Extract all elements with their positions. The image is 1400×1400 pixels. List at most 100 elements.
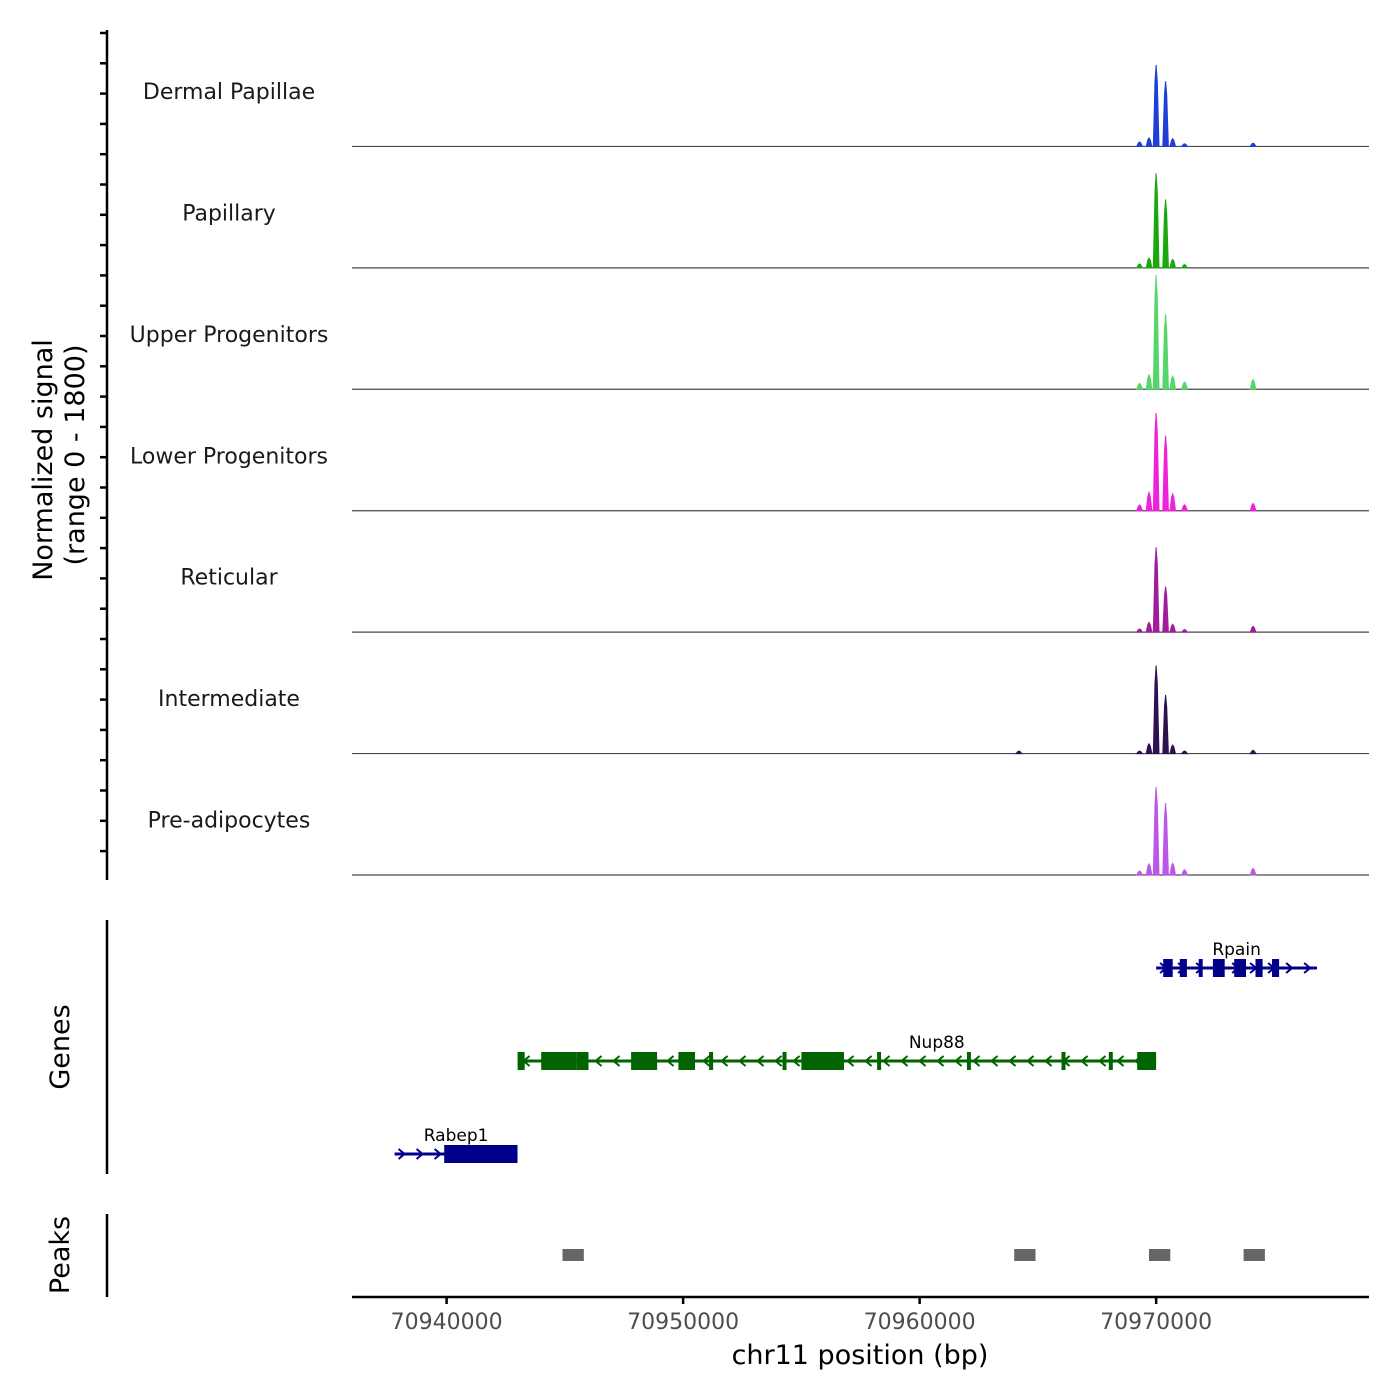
- coverage-peak: [1249, 867, 1257, 876]
- strand-arrow: [1079, 1055, 1089, 1067]
- x-axis-title: chr11 position (bp): [732, 1340, 989, 1371]
- coverage-peak: [1135, 750, 1144, 755]
- strand-arrow: [935, 1055, 945, 1067]
- coverage-peak: [1145, 373, 1153, 390]
- coverage-peak: [1169, 744, 1177, 755]
- gene: Rpain: [1156, 940, 1317, 977]
- coverage-track: Papillary: [182, 173, 1369, 269]
- gene-exon: [782, 1052, 787, 1070]
- gene: Rabep1: [394, 1126, 518, 1163]
- x-axis-ticks: 70940000 70950000 70960000 70970000: [391, 1297, 1212, 1335]
- gene-exon: [1272, 959, 1280, 977]
- signal-axis-title-line1: Normalized signal: [28, 339, 59, 581]
- strand-arrow: [1285, 962, 1294, 974]
- peak-region: [1149, 1249, 1171, 1261]
- signal-axis-ticks: [100, 31, 107, 853]
- gene-exon: [1137, 1052, 1157, 1070]
- strand-arrow: [719, 1055, 729, 1067]
- coverage-peak: [1162, 586, 1169, 633]
- coverage-peak: [1162, 314, 1169, 390]
- track-label: Lower Progenitors: [130, 444, 328, 469]
- strand-arrow: [917, 1055, 927, 1067]
- coverage-peak: [1015, 750, 1023, 755]
- strand-arrow: [397, 1148, 407, 1160]
- x-tick-label: 70950000: [627, 1310, 739, 1335]
- coverage-peak: [1249, 142, 1257, 147]
- gene-exon: [541, 1052, 577, 1070]
- track-label: Pre-adipocytes: [148, 809, 311, 834]
- gene-exon: [1179, 959, 1187, 977]
- gene-exon: [709, 1052, 714, 1070]
- gene-label: Rpain: [1212, 940, 1261, 960]
- x-tick-label: 70960000: [864, 1310, 976, 1335]
- coverage-peak: [1162, 803, 1169, 876]
- strand-arrow: [791, 1055, 801, 1067]
- track-label: Upper Progenitors: [130, 323, 329, 348]
- gene-exon: [877, 1052, 882, 1070]
- strand-arrow: [1303, 962, 1312, 974]
- coverage-peak: [1145, 862, 1153, 876]
- strand-arrow: [989, 1055, 999, 1067]
- strand-arrow: [755, 1055, 765, 1067]
- coverage-peak: [1152, 786, 1160, 876]
- gene-exon: [801, 1052, 844, 1070]
- coverage-peak: [1169, 492, 1177, 512]
- coverage-track: Dermal Papillae: [143, 64, 1369, 148]
- strand-arrow: [701, 1055, 711, 1067]
- coverage-peak: [1249, 749, 1257, 755]
- strand-arrow: [433, 1148, 443, 1160]
- coverage-peak: [1152, 665, 1160, 755]
- coverage-peak: [1180, 504, 1189, 512]
- x-tick-label: 70940000: [391, 1310, 503, 1335]
- coverage-peak: [1135, 504, 1144, 512]
- gene-exon: [966, 1052, 971, 1070]
- peak-region: [562, 1249, 584, 1261]
- strand-arrow: [1025, 1055, 1035, 1067]
- coverage-peak: [1169, 137, 1177, 147]
- track-label: Intermediate: [158, 687, 300, 712]
- coverage-peak: [1145, 257, 1153, 269]
- strand-arrow: [953, 1055, 963, 1067]
- gene-exon: [1255, 959, 1263, 977]
- coverage-track: Pre-adipocytes: [148, 786, 1369, 876]
- coverage-track: Upper Progenitors: [130, 275, 1369, 390]
- coverage-peak: [1180, 750, 1189, 755]
- coverage-peak: [1180, 628, 1189, 633]
- gene-exon: [1212, 959, 1225, 977]
- peak-track: [562, 1249, 1265, 1261]
- strand-arrow: [863, 1055, 873, 1067]
- strand-arrow: [845, 1055, 855, 1067]
- peak-region: [1014, 1249, 1036, 1261]
- coverage-peak: [1135, 870, 1144, 876]
- strand-arrow: [1097, 1055, 1107, 1067]
- coverage-peak: [1162, 435, 1169, 512]
- x-tick-label: 70970000: [1100, 1310, 1212, 1335]
- coverage-track: Lower Progenitors: [130, 412, 1369, 512]
- strand-arrow: [737, 1055, 747, 1067]
- coverage-peak: [1145, 621, 1153, 633]
- signal-axis-title-line2: (range 0 - 1800): [60, 345, 91, 566]
- gene-exon: [1108, 1052, 1113, 1070]
- strand-arrow: [1007, 1055, 1017, 1067]
- coverage-track: Intermediate: [158, 665, 1369, 755]
- strand-arrow: [1043, 1055, 1053, 1067]
- coverage-peak: [1169, 862, 1177, 876]
- coverage-peak: [1135, 382, 1144, 390]
- coverage-peak: [1152, 412, 1160, 512]
- strand-arrow: [773, 1055, 783, 1067]
- coverage-peak: [1180, 869, 1189, 876]
- gene-exon: [576, 1052, 589, 1070]
- coverage-peak: [1162, 694, 1169, 755]
- genes-panel-title: Genes: [45, 1004, 76, 1089]
- coverage-peak: [1152, 275, 1160, 390]
- coverage-peak: [1249, 625, 1257, 633]
- strand-arrow: [899, 1055, 909, 1067]
- strand-arrow: [593, 1055, 603, 1067]
- coverage-peak: [1135, 141, 1144, 147]
- coverage-peak: [1145, 742, 1153, 755]
- gene-label: Nup88: [909, 1033, 965, 1053]
- coverage-peak: [1180, 143, 1189, 147]
- gene-exon: [678, 1052, 695, 1070]
- strand-arrow: [1115, 1055, 1125, 1067]
